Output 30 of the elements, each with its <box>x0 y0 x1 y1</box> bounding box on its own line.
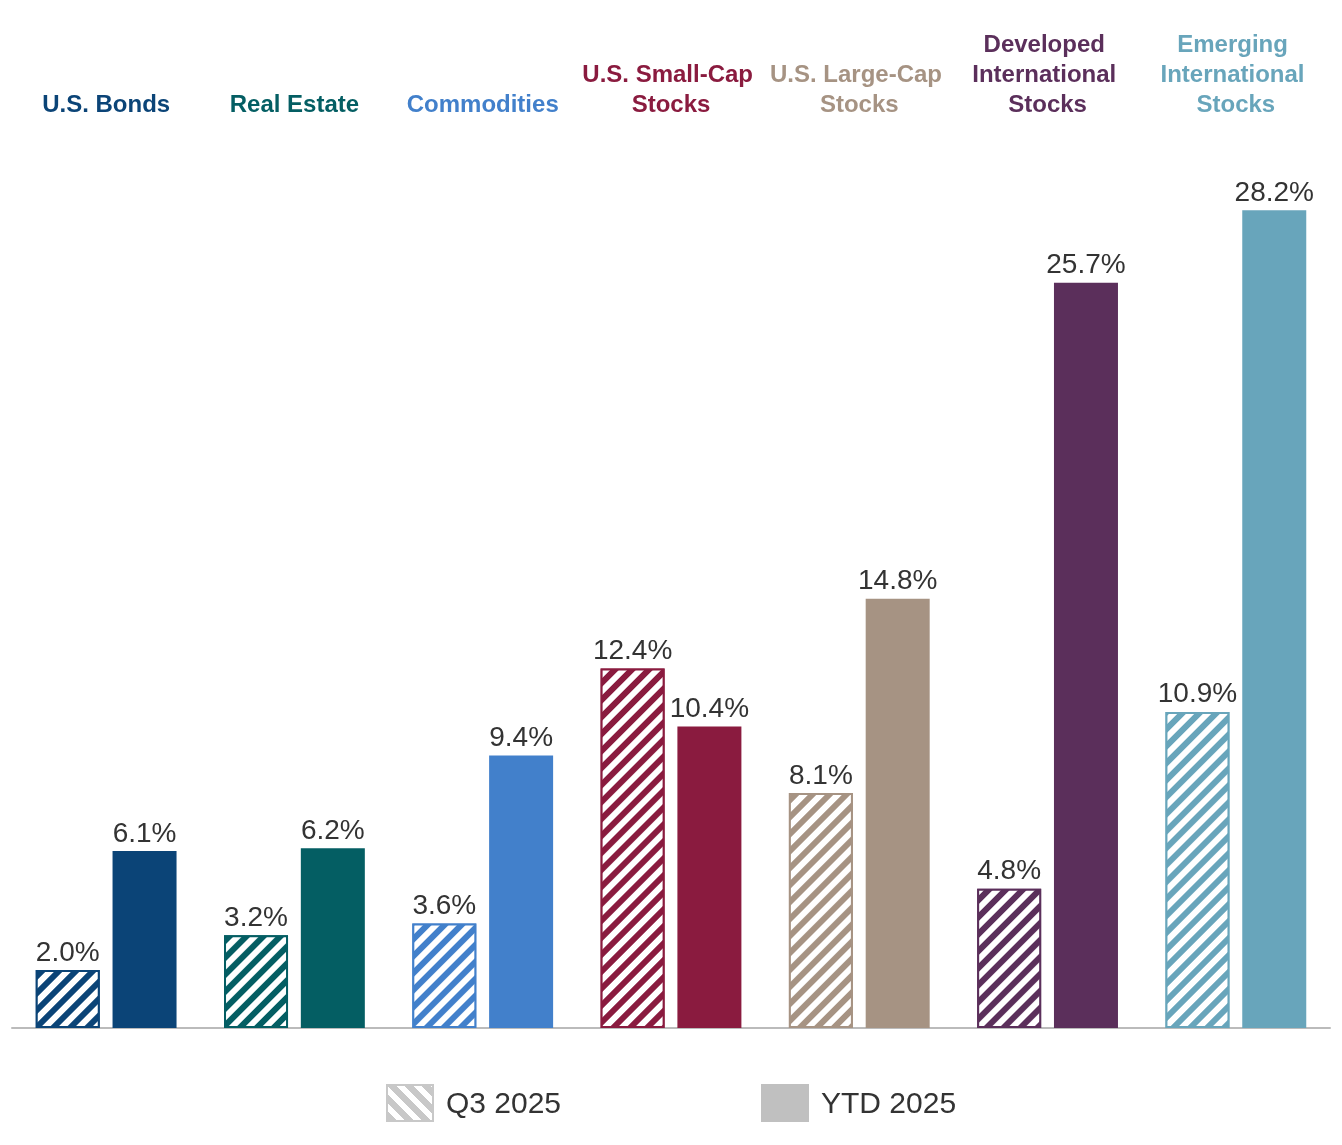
bar <box>1053 282 1118 1028</box>
data-label: 9.4% <box>489 720 554 752</box>
x-tick-label: Commodities <box>406 89 559 117</box>
data-label: 8.1% <box>788 758 853 790</box>
text: YTD 2025 <box>821 1086 957 1120</box>
data-label: 2.0% <box>35 935 100 967</box>
x-tick-label: U.S. Bonds <box>42 89 171 117</box>
data-label: 3.2% <box>224 900 288 932</box>
bar <box>1242 210 1307 1028</box>
data-label: 6.1% <box>112 816 177 848</box>
x-tick-label: Emerging International Stocks <box>1160 29 1312 117</box>
bar <box>300 848 365 1028</box>
data-label: 25.7% <box>1046 248 1126 280</box>
data-label: 4.8% <box>977 854 1042 886</box>
bar <box>677 726 742 1028</box>
x-tick-label: Developed International Stocks <box>972 29 1123 117</box>
x-tick-label: U.S. Small-Cap Stocks <box>582 59 760 117</box>
legend-label: Q3 2025 <box>445 1086 561 1120</box>
bar <box>865 598 930 1028</box>
data-label: 3.6% <box>412 889 477 921</box>
data-label: 10.9% <box>1157 677 1238 709</box>
x-tick-label: Real Estate <box>229 89 360 117</box>
data-label: 10.4% <box>669 691 750 723</box>
data-label: 6.2% <box>300 813 365 845</box>
data-label: 14.8% <box>857 564 938 596</box>
bar <box>489 755 554 1028</box>
bar <box>112 851 177 1028</box>
x-tick-label: U.S. Large-Cap Stocks <box>769 59 949 117</box>
data-label: 12.4% <box>592 633 673 665</box>
data-label: 28.2% <box>1234 175 1314 207</box>
